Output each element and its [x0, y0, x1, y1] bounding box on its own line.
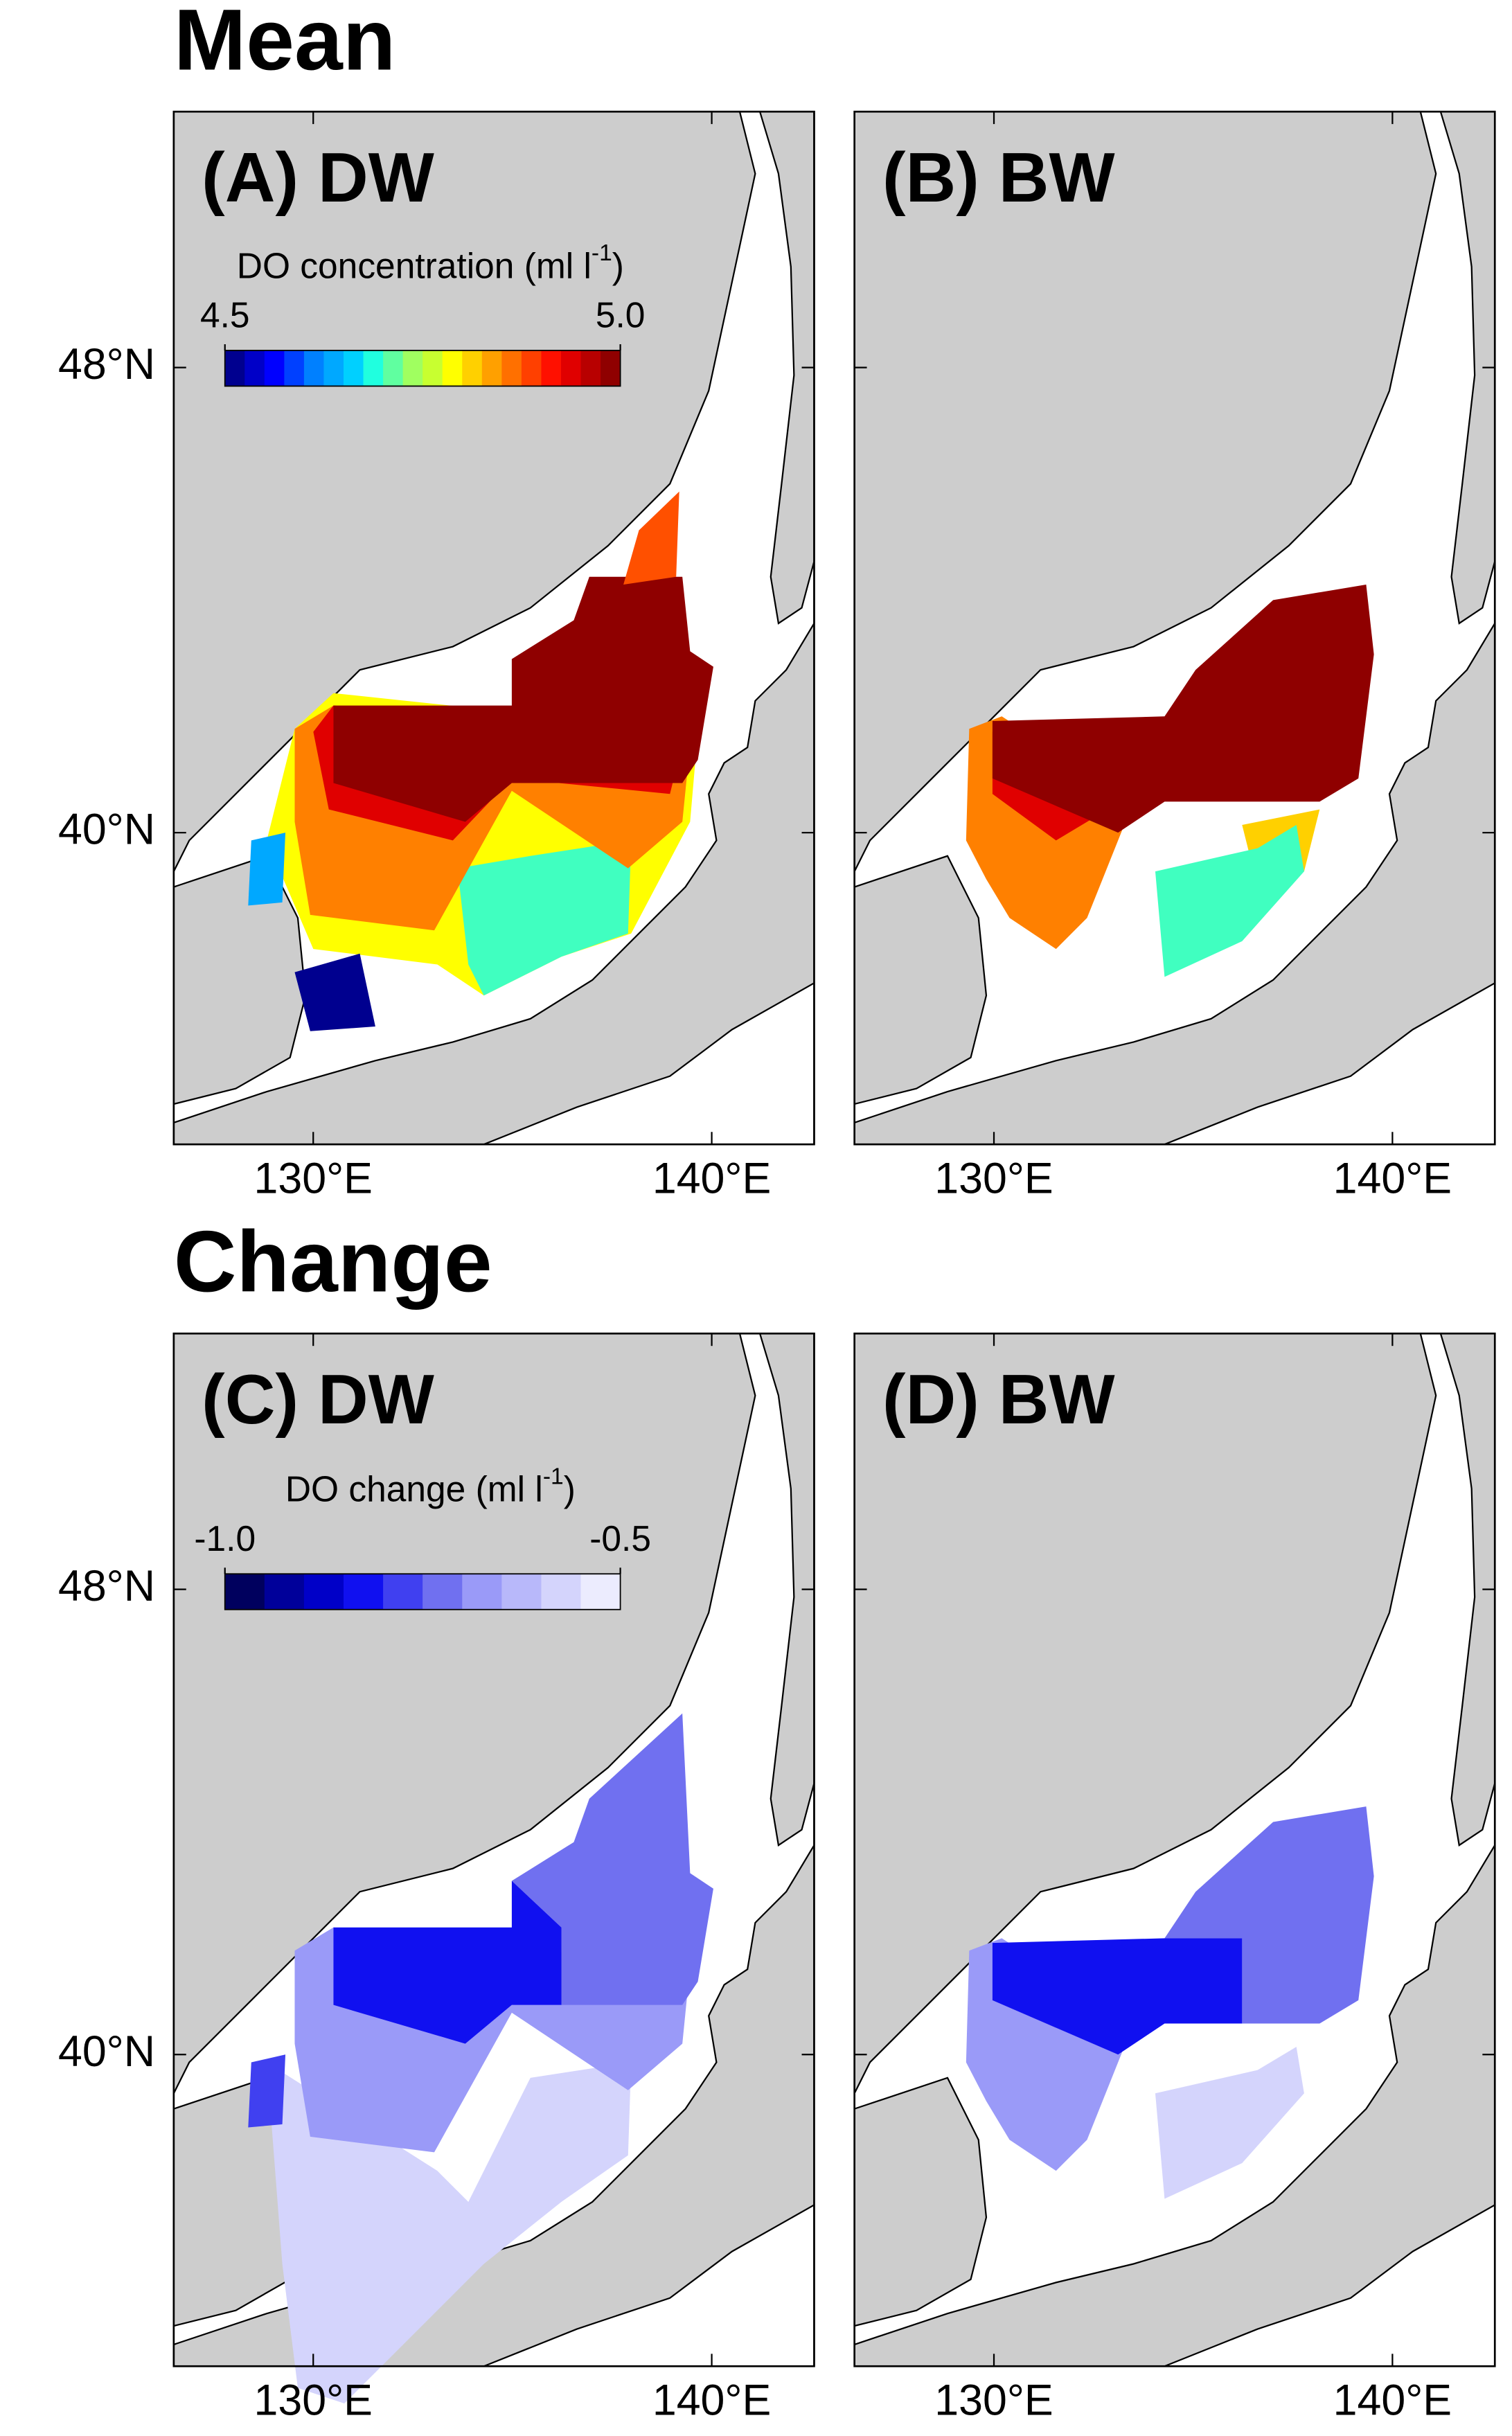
colorbar-swatch — [580, 1574, 621, 1610]
colorbar-frame — [224, 1573, 621, 1610]
section-title: Mean — [174, 0, 395, 88]
do-field — [267, 2062, 632, 2403]
map-panel: (D) BW 130°E 140°E — [853, 1332, 1496, 2425]
do-field — [1155, 2047, 1304, 2199]
lat-tick-label: 40°N — [58, 2027, 155, 2076]
lon-tick-label: 130°E — [254, 1154, 373, 1202]
colorbar: 4.5 5.0DO concentration (ml l-1) — [200, 240, 646, 387]
panel-frame — [853, 110, 1496, 1146]
map-panel: (B) BW 130°E 140°E — [853, 110, 1496, 1202]
colorbar-swatch — [383, 350, 404, 386]
colorbar-swatch — [541, 350, 562, 386]
map-panel: (C) DW 130°E 140°E 48°N 40°N — [58, 1332, 815, 2425]
colorbar-swatch — [323, 350, 344, 386]
lat-tick-label: 48°N — [58, 340, 155, 389]
lon-tick-label: 140°E — [1333, 1154, 1452, 1202]
lon-tick-label: 140°E — [1333, 2376, 1452, 2425]
panel-frame — [853, 1332, 1496, 2367]
colorbar-swatch — [264, 350, 285, 386]
colorbar-swatch — [284, 350, 305, 386]
panel-label: (A) DW — [202, 139, 434, 217]
colorbar-swatch — [244, 350, 265, 386]
lon-tick-label: 140°E — [652, 1154, 771, 1202]
colorbar-swatch — [501, 350, 522, 386]
colorbar-tick-label: -0.5 — [589, 1518, 651, 1558]
do-field — [294, 953, 375, 1031]
do-field — [1164, 1806, 1374, 2024]
lat-tick-label: 48°N — [58, 1562, 155, 1610]
panel-label: (D) BW — [882, 1361, 1115, 1439]
do-field — [1155, 824, 1304, 977]
colorbar-swatch — [442, 350, 463, 386]
do-field — [248, 2054, 286, 2128]
do-field — [992, 1938, 1243, 2055]
panel-label: (B) BW — [882, 139, 1115, 217]
colorbar-swatch — [481, 350, 503, 386]
basemap — [853, 1333, 1496, 2367]
colorbar-title-text: DO concentration (ml l — [237, 245, 592, 285]
colorbar-frame — [224, 350, 621, 387]
colorbar-swatch — [344, 350, 364, 386]
basemap — [853, 111, 1496, 1146]
colorbar: -1.0 -0.5 DO change (ml l-1) — [194, 1464, 651, 1610]
colorbar-swatch — [264, 1574, 305, 1610]
section-title: Change — [174, 1213, 492, 1310]
lon-tick-label: 130°E — [934, 1154, 1053, 1202]
colorbar-swatch — [541, 1574, 582, 1610]
colorbar-title: DO change (ml l-1) — [285, 1464, 576, 1509]
colorbar-swatch — [501, 1574, 542, 1610]
do-field — [511, 1713, 713, 2005]
colorbar-swatch — [363, 350, 384, 386]
colorbar-swatch — [462, 1574, 503, 1610]
colorbar-swatch — [580, 350, 601, 386]
colorbar-swatch — [462, 350, 483, 386]
panel-frame — [172, 110, 815, 1146]
colorbar-tick-label: -1.0 — [194, 1518, 256, 1558]
colorbar-swatch — [402, 350, 423, 386]
colorbar-title: DO concentration (ml l-1) — [237, 240, 624, 285]
colorbar-title-text: DO change (ml l — [285, 1468, 543, 1509]
do-field — [623, 491, 679, 585]
colorbar-swatch — [303, 1574, 344, 1610]
colorbar-title-sup: -1 — [543, 1464, 564, 1489]
colorbar-swatch — [521, 350, 542, 386]
map-panel: (A) DW 130°E 140°E 48°N 40°N — [58, 110, 815, 1202]
do-field — [248, 833, 286, 906]
lon-tick-label: 130°E — [934, 2376, 1053, 2425]
colorbar-swatch — [383, 1574, 423, 1610]
colorbar-swatch — [601, 350, 621, 386]
colorbar-tick-label: 5.0 — [596, 295, 646, 335]
colorbar-swatch — [344, 1574, 384, 1610]
panel-label: (C) DW — [202, 1361, 434, 1439]
colorbar-tick-label: 4.5 — [200, 295, 250, 335]
do-field — [992, 584, 1374, 833]
lon-tick-label: 140°E — [652, 2376, 771, 2425]
colorbar-title-end: ) — [612, 245, 624, 285]
colorbar-swatch — [423, 1574, 463, 1610]
colorbar-swatch — [224, 350, 245, 386]
colorbar-title-sup: -1 — [592, 240, 612, 266]
lon-tick-label: 130°E — [254, 2376, 373, 2425]
colorbar-swatch — [560, 350, 582, 386]
do-field — [457, 840, 632, 996]
colorbar-swatch — [224, 1574, 265, 1610]
colorbar-title-end: ) — [564, 1468, 576, 1509]
do-field — [333, 1881, 562, 2044]
colorbar-swatch — [423, 350, 443, 386]
do-field — [333, 576, 713, 822]
colorbar-swatch — [303, 350, 325, 386]
panel-frame — [172, 1332, 815, 2367]
lat-tick-label: 40°N — [58, 806, 155, 854]
